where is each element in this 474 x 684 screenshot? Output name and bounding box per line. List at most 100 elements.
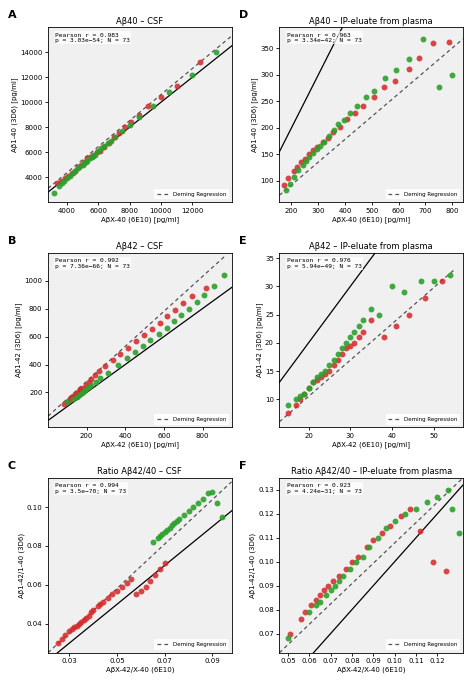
Point xyxy=(306,149,313,160)
Point xyxy=(61,630,68,641)
Point xyxy=(51,188,58,199)
Point xyxy=(93,146,100,157)
X-axis label: AβX-42 (6E10) [pg/ml]: AβX-42 (6E10) [pg/ml] xyxy=(332,441,410,448)
Point xyxy=(346,332,354,343)
Point xyxy=(316,590,324,601)
Text: E: E xyxy=(239,235,246,246)
Point xyxy=(82,380,90,391)
Point xyxy=(135,111,143,122)
Point xyxy=(99,596,107,607)
Point xyxy=(83,155,91,166)
Point xyxy=(100,140,108,151)
Point xyxy=(325,580,332,591)
Point xyxy=(131,346,139,357)
Point xyxy=(79,159,86,170)
Point xyxy=(324,132,332,143)
Point xyxy=(382,523,390,534)
Title: Aβ40 – IP-eluate from plasma: Aβ40 – IP-eluate from plasma xyxy=(310,17,433,26)
Point xyxy=(286,628,294,639)
Point xyxy=(142,581,149,592)
Point xyxy=(312,594,319,605)
Point xyxy=(419,34,427,44)
Point xyxy=(359,315,366,326)
Point xyxy=(128,573,135,584)
Point xyxy=(338,343,346,354)
Point xyxy=(326,365,333,376)
Point xyxy=(90,149,97,160)
Point xyxy=(359,101,367,111)
Point xyxy=(149,101,157,111)
Point xyxy=(430,276,438,287)
Point xyxy=(123,353,131,364)
Point xyxy=(296,391,304,402)
Point xyxy=(196,57,204,68)
Point xyxy=(107,135,115,146)
Point xyxy=(204,488,211,499)
Text: C: C xyxy=(8,461,16,471)
Point xyxy=(135,109,143,120)
Point xyxy=(80,158,88,169)
Point xyxy=(177,309,185,320)
Point xyxy=(62,173,69,184)
Point xyxy=(64,397,71,408)
Point xyxy=(330,354,337,365)
Point xyxy=(171,304,179,315)
Point xyxy=(82,384,90,395)
Point xyxy=(97,598,104,609)
Point xyxy=(351,326,358,337)
Point xyxy=(115,128,122,139)
Point xyxy=(73,388,81,399)
Point xyxy=(397,511,405,522)
Point xyxy=(392,64,400,75)
Point xyxy=(329,575,337,586)
Point xyxy=(405,63,412,74)
X-axis label: AβX-42/X-40 (6E10): AβX-42/X-40 (6E10) xyxy=(337,666,405,673)
Point xyxy=(406,53,413,64)
Point xyxy=(284,633,292,644)
Point xyxy=(359,551,366,562)
Point xyxy=(388,281,396,292)
Point xyxy=(54,178,61,189)
Point xyxy=(346,107,354,118)
Point xyxy=(415,53,423,64)
Point xyxy=(445,37,453,48)
Point xyxy=(88,380,95,391)
Point xyxy=(163,323,171,334)
Point xyxy=(161,558,169,569)
Point xyxy=(88,373,95,384)
Point xyxy=(189,69,196,80)
Point xyxy=(290,172,298,183)
Point xyxy=(355,551,362,562)
Point xyxy=(88,152,96,163)
Point xyxy=(57,175,64,186)
Point xyxy=(95,366,103,377)
Point xyxy=(58,633,66,644)
Point xyxy=(294,165,302,176)
Point xyxy=(145,101,152,111)
Point xyxy=(438,276,446,287)
Title: Ratio Aβ42/40 – CSF: Ratio Aβ42/40 – CSF xyxy=(97,467,182,477)
Point xyxy=(79,382,87,393)
Point xyxy=(152,570,159,581)
Point xyxy=(355,321,363,332)
Point xyxy=(391,516,398,527)
Point xyxy=(78,388,86,399)
Point xyxy=(179,298,187,308)
Point xyxy=(313,144,321,155)
Point xyxy=(65,394,73,405)
Point xyxy=(75,386,82,397)
Point xyxy=(193,296,201,307)
Point xyxy=(155,329,163,340)
Legend: Deming Regression: Deming Regression xyxy=(386,640,460,650)
Point xyxy=(164,525,171,536)
Point xyxy=(339,570,347,581)
Point xyxy=(164,311,171,321)
Title: Ratio Aβ42/40 – IP-eluate from plasma: Ratio Aβ42/40 – IP-eluate from plasma xyxy=(291,467,452,477)
Point xyxy=(94,146,102,157)
Point xyxy=(63,173,71,184)
Point xyxy=(378,527,385,538)
Point xyxy=(71,166,79,176)
Title: Aβ40 – CSF: Aβ40 – CSF xyxy=(116,17,164,26)
Point xyxy=(68,624,76,635)
X-axis label: AβX-42/X-40 (6E10): AβX-42/X-40 (6E10) xyxy=(106,666,174,673)
